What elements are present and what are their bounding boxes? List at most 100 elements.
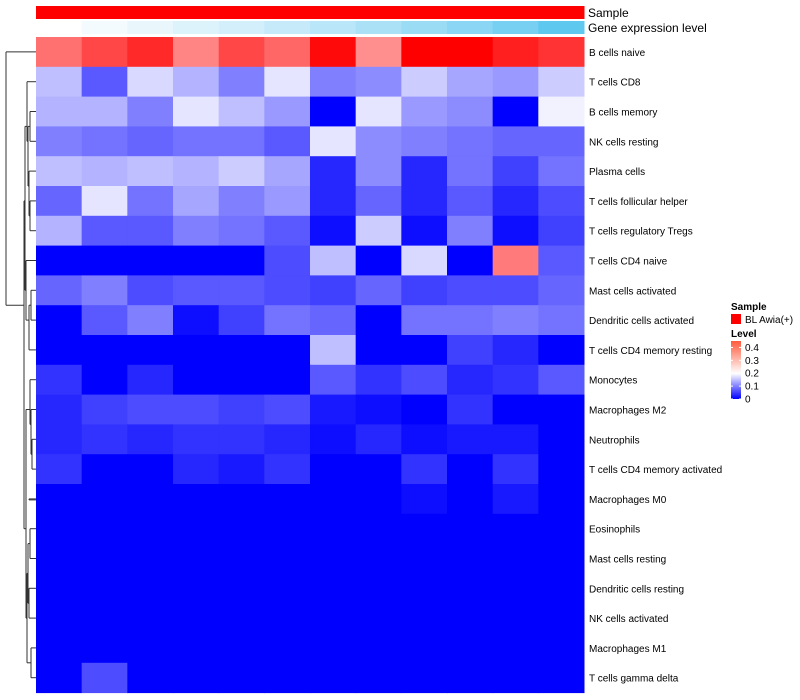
heatmap-cell xyxy=(492,275,539,306)
heatmap-cell xyxy=(401,156,448,187)
heatmap-cell xyxy=(538,364,585,396)
legend-tick-label: 0.1 xyxy=(745,382,759,393)
heatmap-cell xyxy=(492,245,539,276)
heatmap-cell xyxy=(492,484,539,515)
annotation-cell xyxy=(264,21,311,34)
heatmap-cell xyxy=(447,513,494,545)
heatmap-cell xyxy=(173,305,220,336)
annotation-cell xyxy=(173,6,220,19)
heatmap-cell xyxy=(355,37,402,68)
heatmap-cell xyxy=(173,275,220,306)
legend-tick-label: 0.3 xyxy=(745,356,759,367)
heatmap-cell xyxy=(401,513,448,545)
heatmap-cell xyxy=(355,156,402,187)
heatmap-cell xyxy=(310,215,357,247)
heatmap-cell xyxy=(310,66,357,98)
heatmap-cell xyxy=(310,335,357,366)
heatmap-cell xyxy=(36,394,83,425)
heatmap-cell xyxy=(173,245,220,276)
heatmap-cell xyxy=(264,156,311,187)
legend-tick-label: 0 xyxy=(745,395,751,406)
row-label: T cells gamma delta xyxy=(589,674,679,685)
heatmap-cell xyxy=(447,573,494,604)
legend: Sample BL Awia(+) Level 0.4 0.3 0.2 0.1 0 xyxy=(731,302,793,406)
heatmap-cell xyxy=(492,126,539,157)
heatmap-cell xyxy=(264,305,311,336)
row-label: T cells CD8 xyxy=(589,78,641,89)
heatmap-cell xyxy=(538,335,585,366)
heatmap-cell xyxy=(401,305,448,336)
annotation-track-label: Gene expression level xyxy=(588,21,707,35)
row-dendrogram xyxy=(5,51,36,679)
heatmap-cell xyxy=(218,156,265,187)
heatmap-cell xyxy=(36,573,83,604)
heatmap-cell xyxy=(127,543,174,574)
heatmap-cell xyxy=(355,66,402,98)
heatmap-cell xyxy=(538,215,585,247)
heatmap-cell xyxy=(538,603,585,634)
heatmap-cell xyxy=(401,454,448,485)
row-label: T cells CD4 memory resting xyxy=(589,346,712,357)
heatmap-cell xyxy=(538,96,585,127)
heatmap-cell xyxy=(127,394,174,425)
heatmap-cell xyxy=(81,573,128,604)
heatmap-cell xyxy=(36,633,83,664)
heatmap-cell xyxy=(355,454,402,485)
heatmap-cell xyxy=(355,126,402,157)
heatmap-cell xyxy=(218,126,265,157)
heatmap-cell xyxy=(355,335,402,366)
heatmap-cell xyxy=(264,543,311,574)
heatmap-cell xyxy=(538,66,585,98)
heatmap-cell xyxy=(310,543,357,574)
heatmap-cell xyxy=(127,573,174,604)
heatmap-cell xyxy=(173,215,220,247)
heatmap-cell xyxy=(127,96,174,127)
heatmap-cell xyxy=(538,454,585,485)
row-label: Macrophages M1 xyxy=(589,644,667,655)
annotation-cell xyxy=(173,21,220,34)
heatmap-cell xyxy=(36,484,83,515)
heatmap-cell xyxy=(310,364,357,396)
heatmap-cell xyxy=(218,245,265,276)
heatmap-cell xyxy=(264,662,311,694)
heatmap-cell xyxy=(538,245,585,276)
annotation-cell xyxy=(36,6,83,19)
heatmap-cell xyxy=(401,126,448,157)
annotation-cell xyxy=(81,21,128,34)
heatmap-cell xyxy=(264,96,311,127)
row-label: NK cells resting xyxy=(589,137,658,148)
heatmap-cell xyxy=(401,364,448,396)
row-label: NK cells activated xyxy=(589,614,668,625)
heatmap-cell xyxy=(492,394,539,425)
heatmap-cell xyxy=(401,37,448,68)
heatmap-cell xyxy=(355,633,402,664)
heatmap-cell xyxy=(264,335,311,366)
heatmap-cell xyxy=(447,186,494,217)
annotation-cell xyxy=(447,6,494,19)
heatmap-cell xyxy=(447,37,494,68)
heatmap-cell xyxy=(264,454,311,485)
heatmap-cell xyxy=(127,37,174,68)
heatmap-cell xyxy=(36,96,83,127)
heatmap-cell xyxy=(218,603,265,634)
heatmap-cell xyxy=(36,513,83,545)
heatmap-cell xyxy=(310,662,357,694)
heatmap-cell xyxy=(36,335,83,366)
heatmap-cell xyxy=(173,543,220,574)
heatmap-cell xyxy=(36,186,83,217)
annotation-cell xyxy=(36,21,83,34)
heatmap-cell xyxy=(36,543,83,574)
heatmap-cell xyxy=(36,662,83,694)
heatmap-cell xyxy=(538,275,585,306)
heatmap-cell xyxy=(173,513,220,545)
heatmap-cell xyxy=(538,484,585,515)
heatmap-cell xyxy=(264,66,311,98)
annotation-cell xyxy=(538,21,585,34)
heatmap-cell xyxy=(264,126,311,157)
heatmap-cell xyxy=(81,364,128,396)
heatmap-cell xyxy=(36,454,83,485)
heatmap-cell xyxy=(264,364,311,396)
heatmap-cell xyxy=(447,305,494,336)
heatmap-cell xyxy=(355,573,402,604)
heatmap-cell xyxy=(492,573,539,604)
